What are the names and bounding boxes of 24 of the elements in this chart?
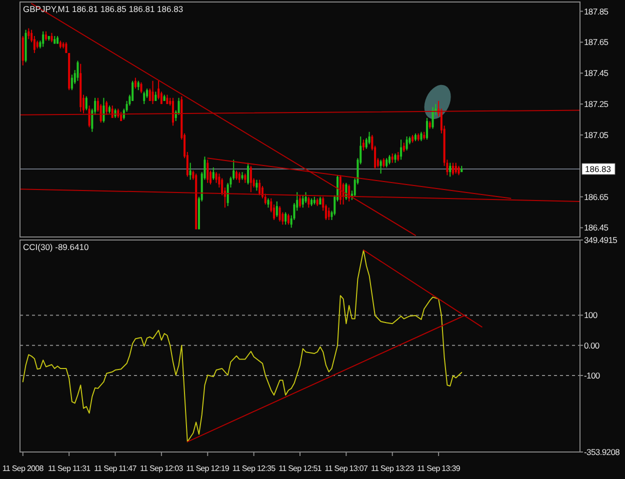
x-tick-label: 11 Sep 13:39	[417, 464, 461, 473]
y-tick-label: -353.9208	[584, 446, 620, 457]
x-tick-label: 11 Sep 12:35	[232, 464, 276, 473]
y-tick-label: 187.45	[584, 68, 609, 78]
y-tick-label: 187.05	[584, 130, 609, 140]
x-tick-label: 11 Sep 13:07	[324, 464, 368, 473]
y-tick-label: 0.00	[584, 340, 600, 350]
x-tick-label: 11 Sep 11:31	[48, 464, 92, 473]
y-tick-label: 187.65	[584, 37, 609, 48]
y-tick-label: -100	[584, 370, 600, 380]
y-tick-label: 186.65	[584, 192, 609, 202]
chart-title: CCI(30) -89.6410	[23, 242, 89, 252]
y-tick-label: 187.85	[584, 6, 609, 16]
x-tick-label: 11 Sep 13:23	[370, 464, 415, 473]
y-tick-label: 187.25	[584, 99, 609, 110]
ref-line-label: 186.83	[585, 164, 612, 174]
y-tick-label: 100	[584, 310, 598, 320]
x-tick-label: 11 Sep 11:47	[94, 464, 138, 473]
y-tick-label: 186.45	[584, 222, 609, 233]
x-tick-label: 11 Sep 2008	[2, 464, 44, 473]
x-tick-label: 11 Sep 12:51	[278, 464, 322, 473]
x-tick-label: 11 Sep 12:03	[140, 464, 184, 473]
x-tick-label: 11 Sep 12:19	[186, 464, 230, 473]
y-tick-label: 349.4915	[584, 234, 618, 245]
